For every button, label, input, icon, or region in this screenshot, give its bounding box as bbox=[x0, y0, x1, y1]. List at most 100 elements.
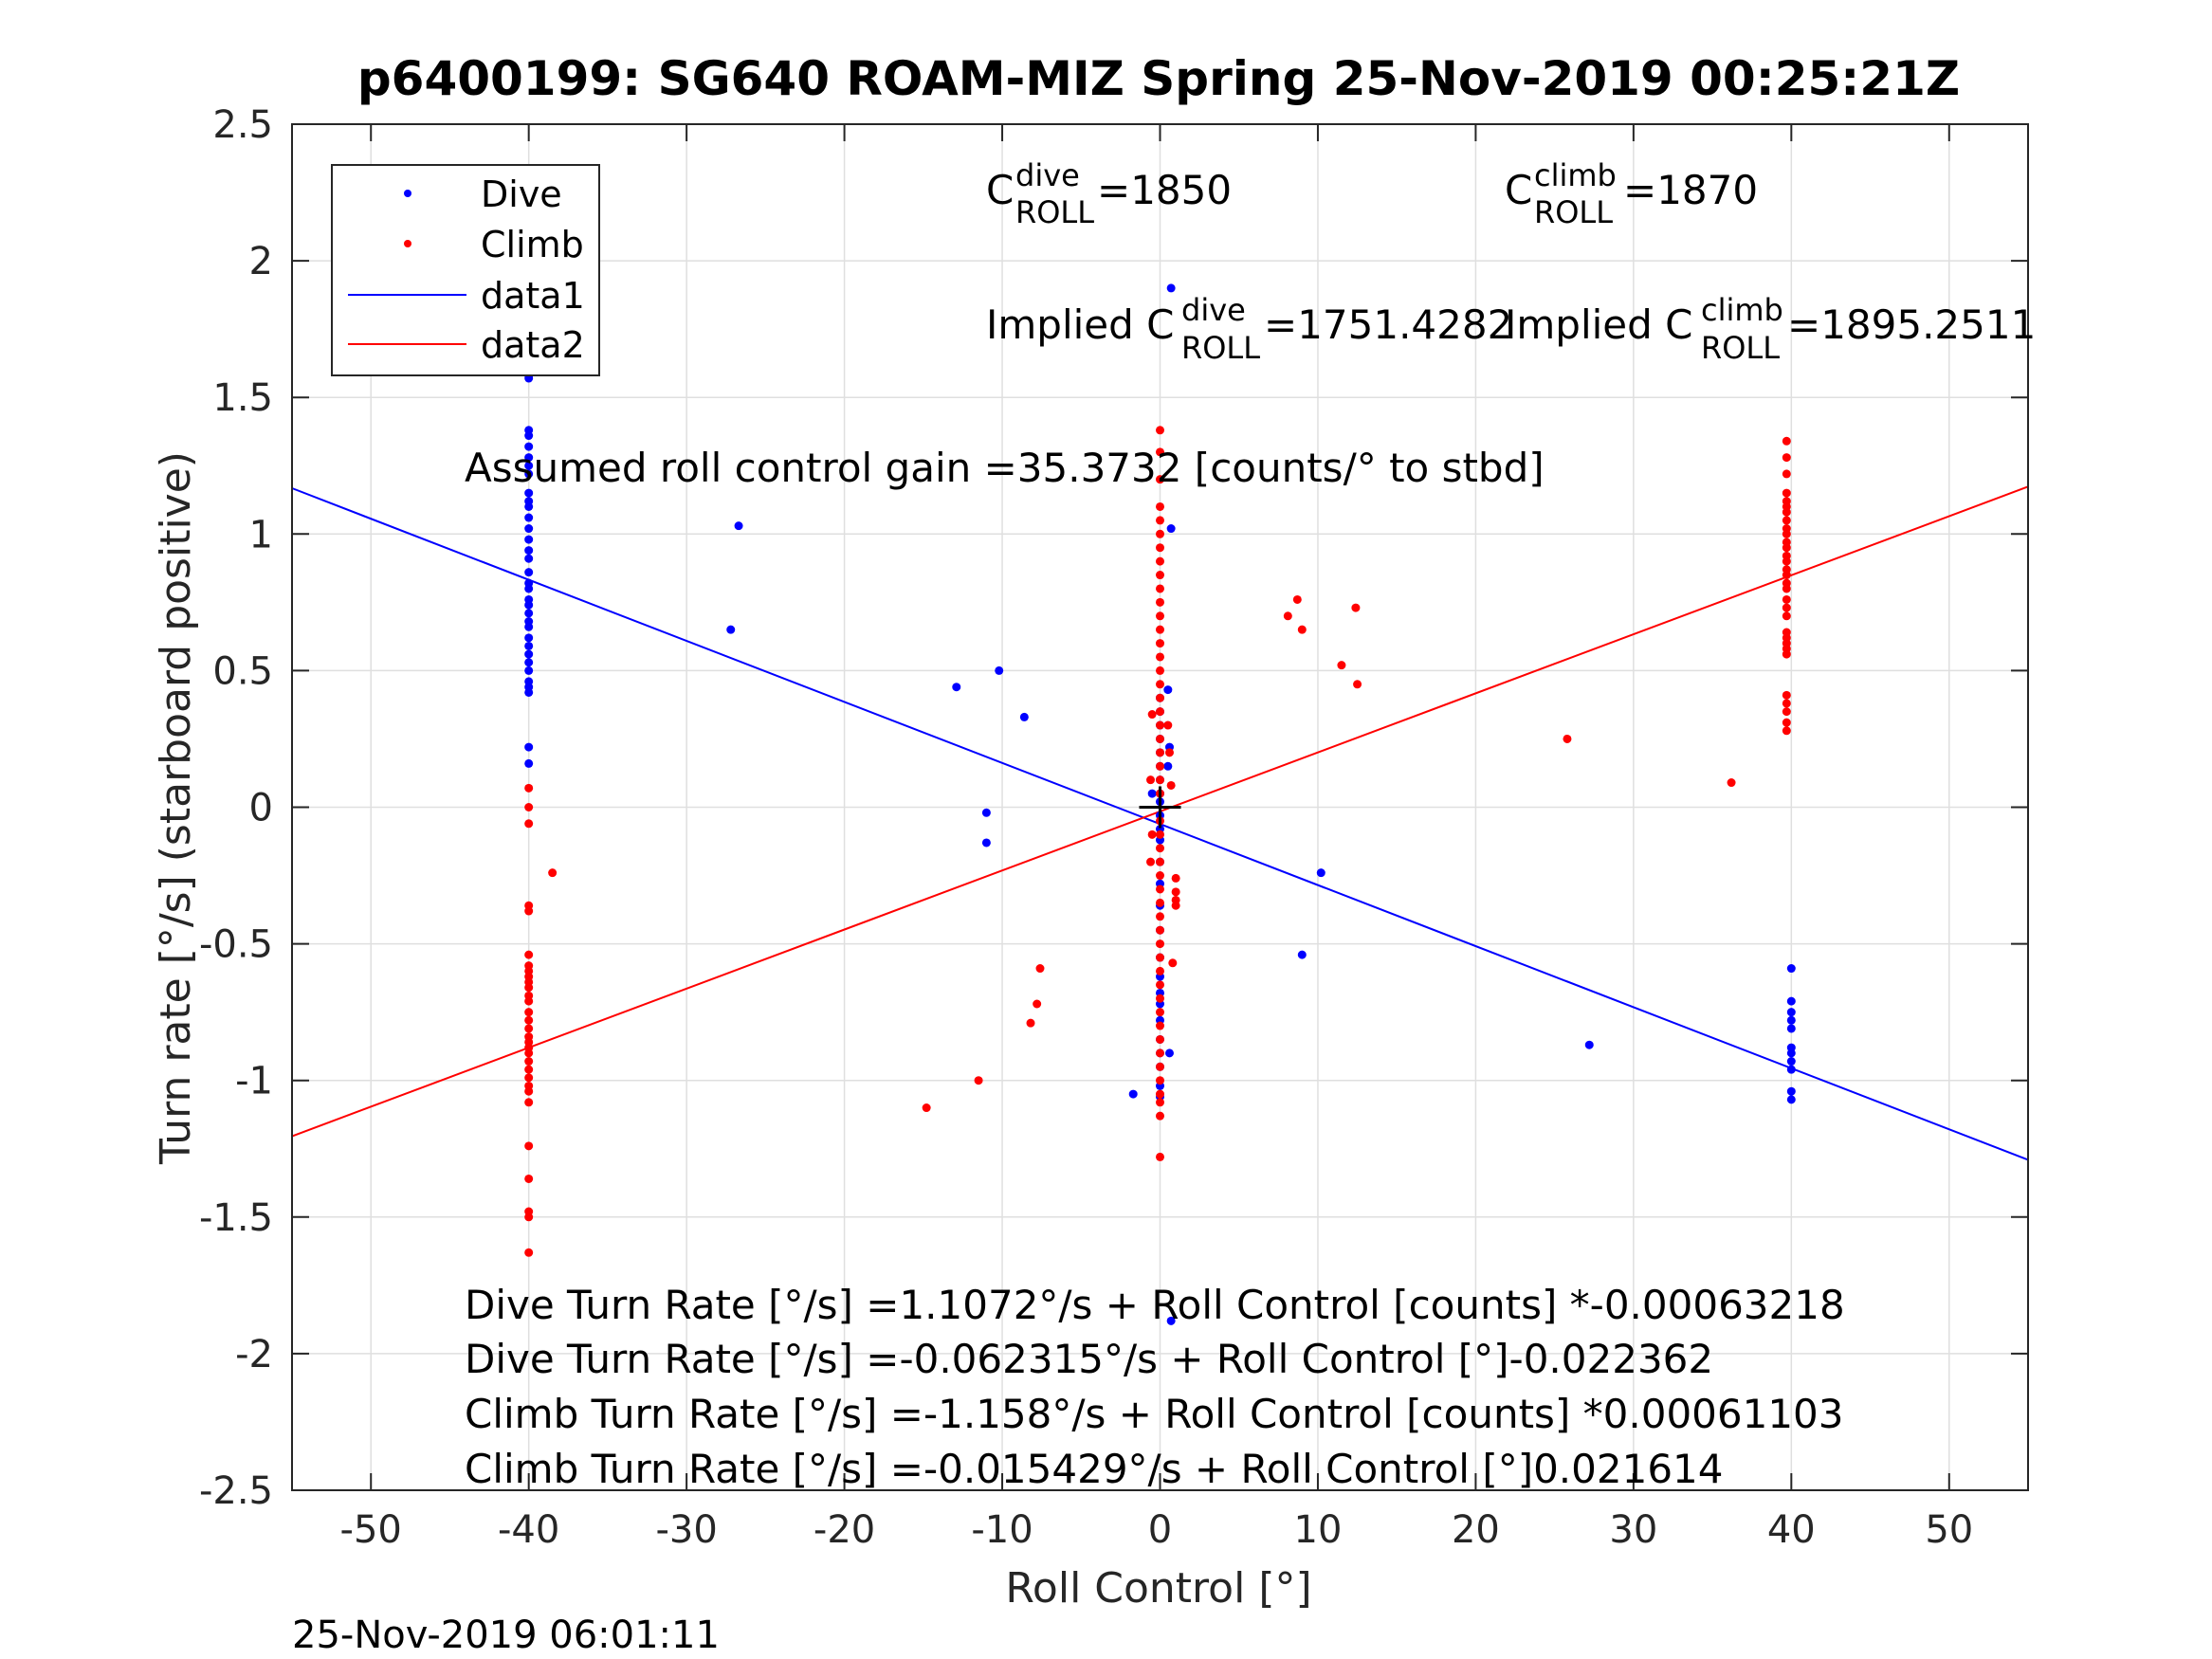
svg-text:climb: climb bbox=[1701, 292, 1783, 328]
legend-label-climb: Climb bbox=[481, 224, 584, 265]
dive-point bbox=[1584, 1040, 1594, 1049]
climb-point bbox=[1156, 597, 1164, 607]
legend-box bbox=[331, 164, 600, 376]
axes-box bbox=[291, 123, 2029, 1491]
climb-point bbox=[1156, 1062, 1164, 1071]
x-axis-label: Roll Control [°] bbox=[1005, 1564, 1311, 1613]
climb-point bbox=[1782, 571, 1791, 580]
legend-label-dive: Dive bbox=[481, 173, 562, 215]
climb-point bbox=[1156, 625, 1164, 634]
svg-text:ROLL: ROLL bbox=[1534, 194, 1613, 230]
dive-point bbox=[1128, 1089, 1138, 1099]
climb-point bbox=[1727, 778, 1736, 788]
implied-dive-prefix: Implied C bbox=[986, 301, 1174, 348]
y-tick-label: 1 bbox=[249, 513, 273, 556]
dive-point bbox=[1297, 950, 1307, 959]
dive-point bbox=[1164, 1048, 1174, 1058]
climb-point bbox=[1156, 652, 1164, 662]
dive-point bbox=[524, 431, 534, 441]
svg-text:dive: dive bbox=[1015, 157, 1080, 193]
dive-point bbox=[995, 665, 1004, 675]
legend-marker-dive bbox=[404, 190, 411, 197]
climb-point bbox=[524, 783, 534, 793]
dive-point bbox=[524, 758, 534, 768]
climb-point bbox=[1156, 1048, 1164, 1058]
x-tick-label: -10 bbox=[971, 1508, 1033, 1552]
climb-point bbox=[1156, 1089, 1164, 1099]
climb-point bbox=[1782, 649, 1791, 659]
data-points bbox=[524, 283, 1796, 1325]
climb-point bbox=[1563, 734, 1572, 743]
dive-point bbox=[1166, 1316, 1176, 1325]
climb-point bbox=[1156, 1021, 1164, 1030]
climb-point bbox=[1156, 611, 1164, 621]
implied-climb-sup: climb bbox=[1701, 292, 1783, 328]
climb-point bbox=[1782, 529, 1791, 538]
climb-point bbox=[1782, 690, 1791, 700]
climb-point bbox=[524, 1248, 534, 1257]
x-tick-label: -30 bbox=[655, 1508, 717, 1552]
dive-point bbox=[524, 687, 534, 697]
y-tick-label: -0.5 bbox=[199, 923, 273, 967]
svg-text:=1751.4282: =1751.4282 bbox=[1264, 301, 1512, 348]
climb-point bbox=[1156, 556, 1164, 566]
climb-point bbox=[1033, 999, 1042, 1009]
climb-point bbox=[1353, 680, 1362, 689]
dive-point bbox=[1163, 761, 1173, 771]
climb-point bbox=[524, 1212, 534, 1222]
legend: Dive Climb data1 data2 bbox=[331, 164, 600, 376]
climb-point bbox=[1156, 980, 1164, 990]
x-tick-label: -20 bbox=[814, 1508, 875, 1552]
x-tick-label: 30 bbox=[1609, 1508, 1657, 1552]
climb-point bbox=[524, 1057, 534, 1066]
climb-point bbox=[1156, 953, 1164, 962]
climb-point bbox=[1146, 857, 1156, 866]
dive-point bbox=[1786, 1095, 1796, 1104]
climb-point bbox=[1156, 1152, 1164, 1161]
climb-point bbox=[1156, 639, 1164, 648]
svg-text:=1870: =1870 bbox=[1623, 167, 1758, 213]
svg-text:Implied C: Implied C bbox=[986, 301, 1174, 348]
dive-point bbox=[981, 838, 991, 848]
dive-point bbox=[726, 625, 736, 634]
y-tick-label: -1.5 bbox=[199, 1196, 273, 1240]
y-tick-label: 2 bbox=[249, 240, 273, 283]
climb-point bbox=[1156, 529, 1164, 538]
svg-text:ROLL: ROLL bbox=[1181, 330, 1260, 366]
implied-dive-sup: dive bbox=[1181, 292, 1246, 328]
climb-point bbox=[1156, 475, 1164, 484]
dive-point bbox=[1316, 868, 1325, 878]
dive-point bbox=[1786, 1024, 1796, 1033]
climb-point bbox=[1782, 543, 1791, 553]
climb-point bbox=[1782, 594, 1791, 604]
climb-point bbox=[1782, 507, 1791, 517]
axes bbox=[291, 123, 2029, 1491]
y-tick-label: 0.5 bbox=[212, 649, 273, 693]
climb-point bbox=[524, 996, 534, 1006]
dive-point bbox=[524, 742, 534, 752]
climb-point bbox=[1156, 734, 1164, 743]
climb-point bbox=[524, 1065, 534, 1074]
climb-point bbox=[1782, 718, 1791, 727]
climb-point bbox=[1156, 925, 1164, 935]
y-tick-label: -2 bbox=[235, 1333, 273, 1376]
x-tick-label: -50 bbox=[340, 1508, 402, 1552]
c-roll-dive-sub: ROLL bbox=[1015, 194, 1094, 230]
climb-point bbox=[1156, 693, 1164, 702]
annotation-c-roll-climb: C climb ROLL =1870 bbox=[1505, 157, 1758, 230]
y-tick-label: -2.5 bbox=[199, 1469, 273, 1513]
climb-point bbox=[1156, 844, 1164, 853]
svg-text:ROLL: ROLL bbox=[1015, 194, 1094, 230]
dive-point bbox=[952, 683, 961, 692]
climb-point bbox=[1156, 871, 1164, 881]
y-tick-label: 0 bbox=[249, 787, 273, 830]
climb-point bbox=[1156, 939, 1164, 949]
climb-point bbox=[1026, 1018, 1035, 1028]
implied-dive-sub: ROLL bbox=[1181, 330, 1260, 366]
annotation-gain: Assumed roll control gain =35.3732 [coun… bbox=[465, 445, 1545, 491]
climb-point bbox=[1782, 453, 1791, 463]
climb-point bbox=[524, 906, 534, 916]
climb-point bbox=[1782, 556, 1791, 566]
c-roll-dive-prefix: C bbox=[986, 167, 1014, 213]
